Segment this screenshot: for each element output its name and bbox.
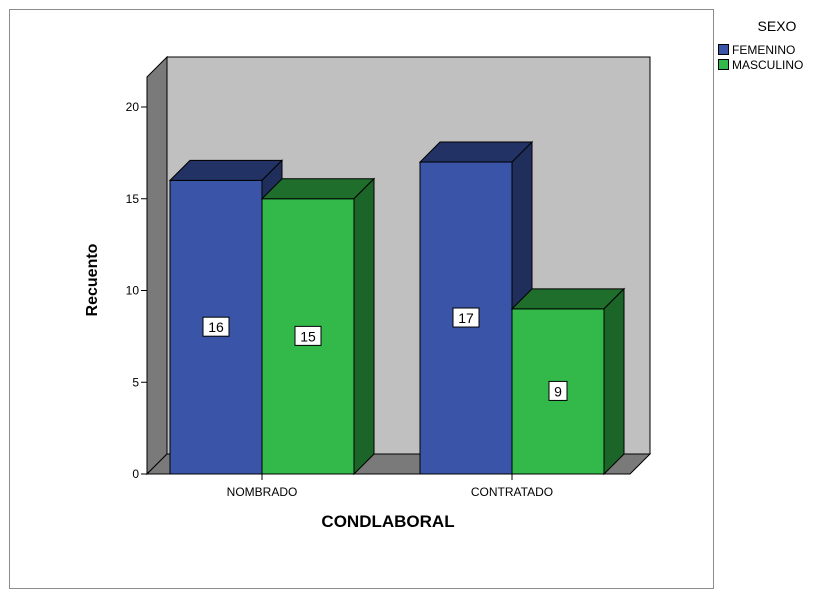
data-labels: 16 15 17 9 — [202, 307, 568, 401]
legend-swatch-masculino — [718, 59, 729, 70]
legend-label-femenino: FEMENINO — [732, 42, 796, 57]
y-tick-label: 0 — [132, 467, 139, 481]
data-label-box — [452, 307, 480, 328]
bar-group — [168, 140, 626, 476]
legend-item-masculino: MASCULINO — [718, 57, 828, 72]
bar-contratado-masculino-side — [603, 287, 625, 476]
data-label: 17 — [458, 310, 474, 326]
x-axis-title: CONDLABORAL — [321, 512, 454, 531]
legend-label-masculino: MASCULINO — [732, 57, 804, 72]
x-tick-label: CONTRATADO — [471, 485, 553, 499]
y-tick-label: 20 — [126, 100, 140, 114]
bar-nombrado-masculino-side — [353, 177, 375, 476]
data-label: 9 — [554, 383, 562, 399]
y-tick-label: 10 — [126, 284, 140, 298]
y-axis-title: Recuento — [84, 243, 101, 316]
data-label-box — [548, 380, 568, 401]
x-tick-label: NOMBRADO — [227, 485, 298, 499]
legend-title: SEXO — [757, 18, 797, 34]
left-wall — [146, 55, 168, 476]
legend: SEXO FEMENINO MASCULINO — [718, 18, 828, 72]
y-tick-label: 15 — [126, 192, 140, 206]
legend-item-femenino: FEMENINO — [718, 42, 828, 57]
y-tick-label: 5 — [132, 375, 139, 389]
data-label: 16 — [208, 319, 224, 335]
data-label-box — [294, 325, 322, 346]
legend-swatch-femenino — [718, 44, 729, 55]
data-label: 15 — [300, 328, 316, 344]
bar-chart: 0 5 10 15 20 NOMBRADO CONTRATADO 16 15 17 9 CONDL… — [84, 55, 652, 531]
data-label-box — [202, 316, 230, 337]
